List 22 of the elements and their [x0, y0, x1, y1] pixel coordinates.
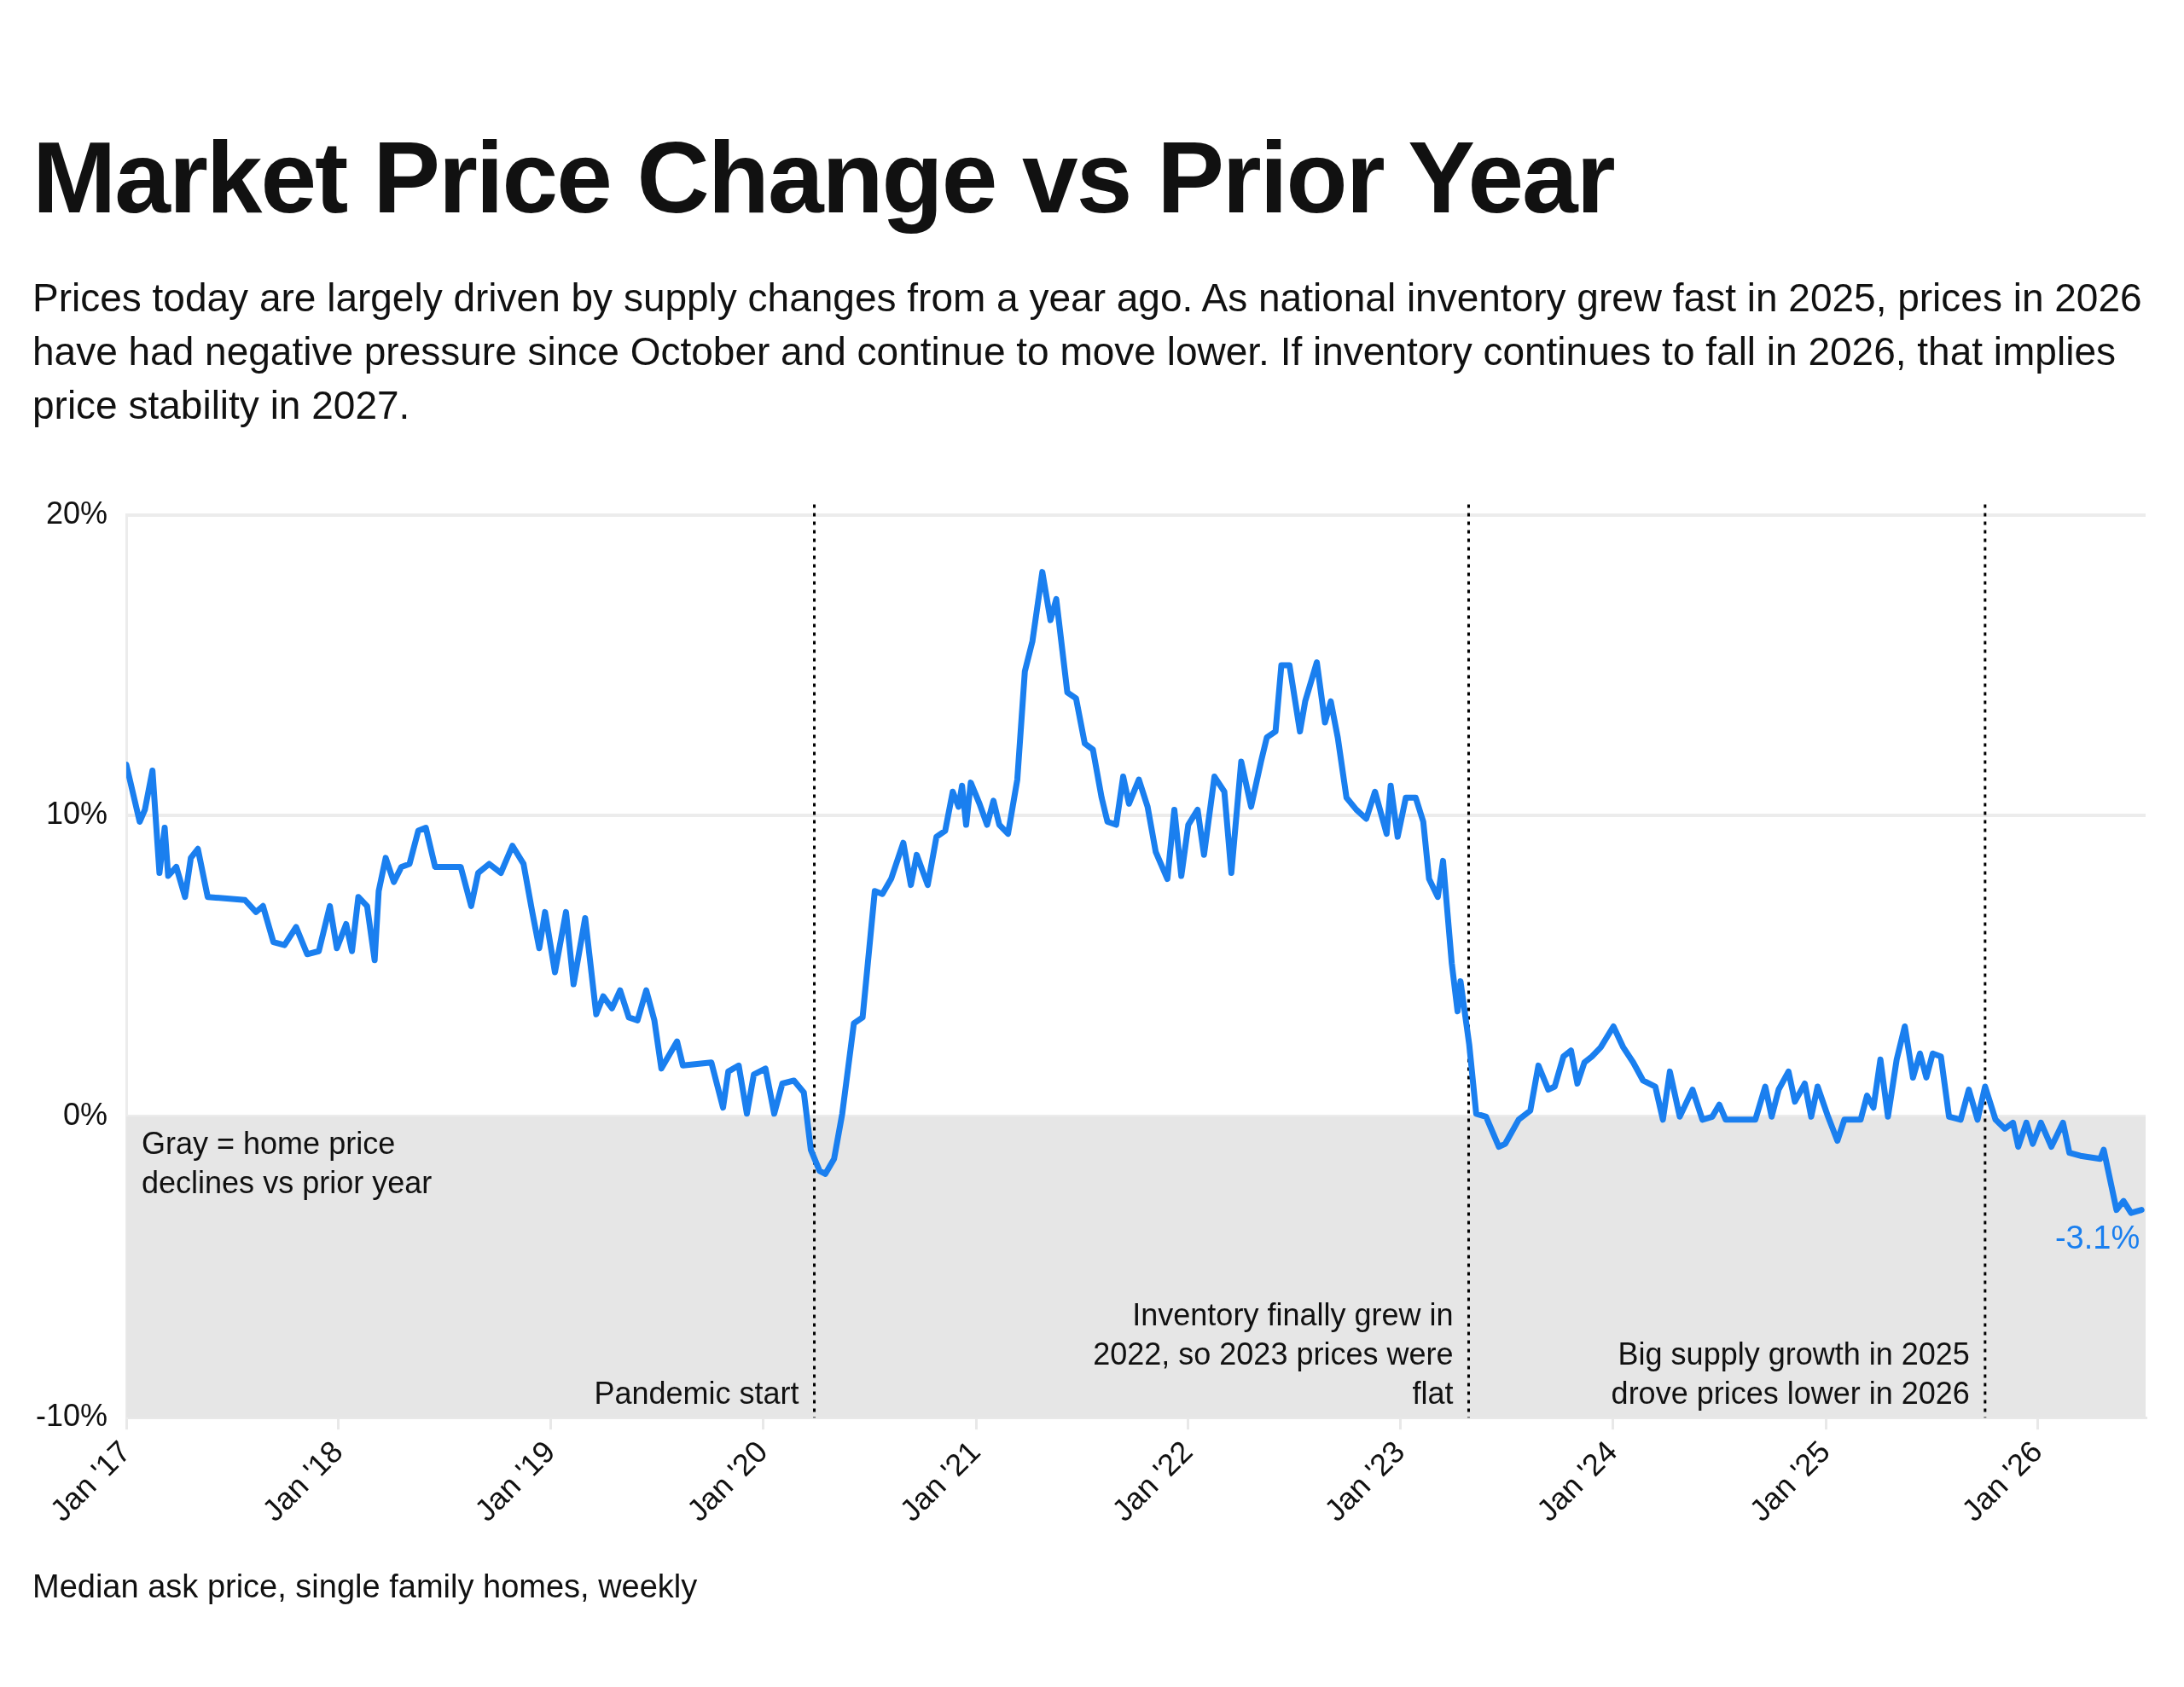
- y-tick-label: 10%: [45, 796, 108, 832]
- ref-line-label: Pandemic start: [594, 1376, 799, 1412]
- chart-subtitle: Prices today are largely driven by supply changes from a year ago. As national inventory grew fast in 2025, prices in 2026 have had negative pressure since October and continue to move lower. If inventory continues to fall in 2026, that implies price stability in 2027.: [32, 275, 2143, 429]
- y-tick-label: -10%: [35, 1398, 108, 1434]
- annotation: -3.1%: [2054, 1220, 2140, 1256]
- y-tick-label: 0%: [63, 1097, 108, 1133]
- x-tick-label: Jan '20: [679, 1434, 775, 1528]
- band-label: Gray = home price declines vs prior year: [142, 1126, 433, 1201]
- text: Median ask price, single family homes, weekly: [32, 1568, 699, 1605]
- x-tick-label: Jan '17: [43, 1434, 137, 1528]
- ref-line-label: Big supply growth in 2025 drove prices lower in 2026: [1611, 1336, 1970, 1412]
- x-tick-label: Jan '21: [892, 1434, 987, 1528]
- x-tick-label: Jan '23: [1317, 1434, 1412, 1528]
- x-tick-label: Jan '25: [1742, 1434, 1837, 1528]
- x-tick-label: Jan '18: [255, 1434, 350, 1528]
- ref-line-label: Inventory finally grew in 2022, so 2023 prices were flat: [1093, 1297, 1454, 1412]
- x-tick-label: Jan '22: [1105, 1434, 1199, 1528]
- x-tick-label: Jan '24: [1529, 1434, 1624, 1528]
- y-tick-label: 20%: [45, 495, 108, 530]
- x-tick-label: Jan '19: [468, 1434, 562, 1528]
- chart-title: Market Price Change vs Prior Year: [32, 120, 1614, 235]
- x-tick-label: Jan '26: [1955, 1434, 2049, 1528]
